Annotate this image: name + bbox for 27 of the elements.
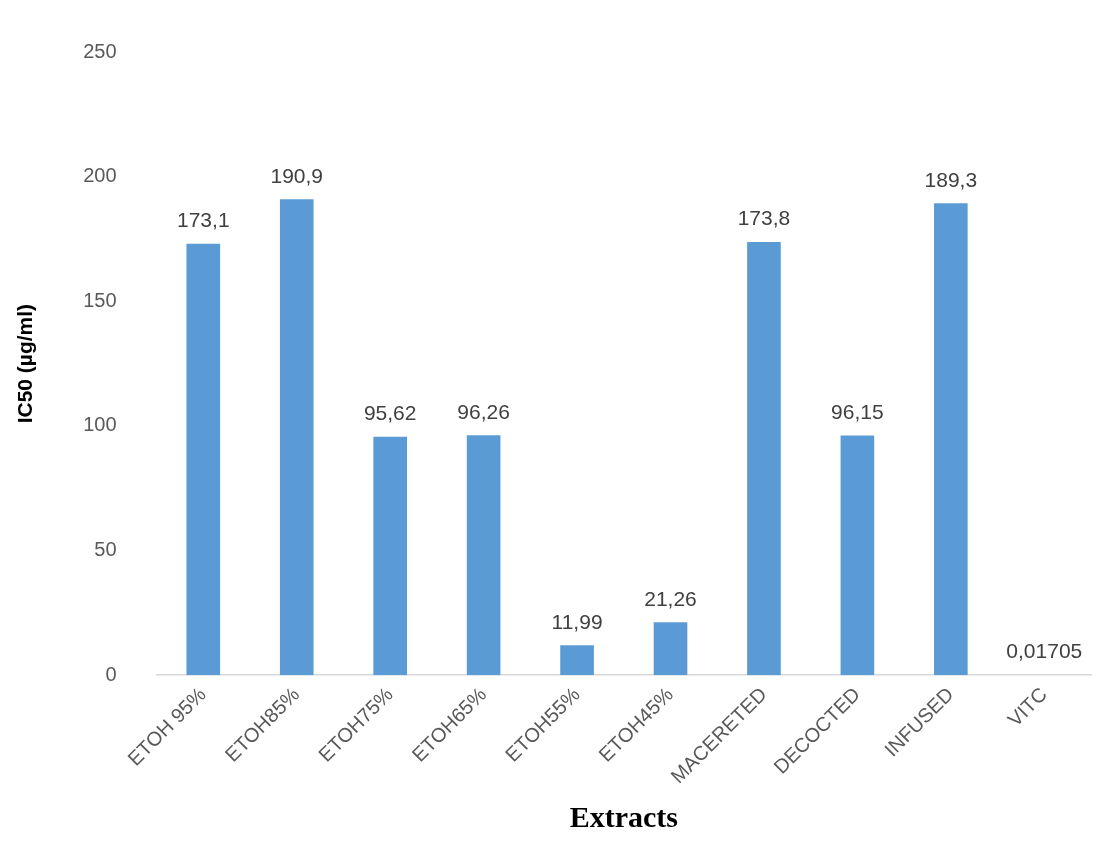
bar <box>279 199 314 676</box>
y-tick-label: 150 <box>83 288 117 311</box>
data-label: 21,26 <box>644 586 697 610</box>
y-tick-label: 0 <box>105 662 117 685</box>
bar <box>466 435 501 676</box>
bar <box>373 436 407 676</box>
data-label: 173,1 <box>177 208 230 232</box>
data-label: 96,26 <box>457 399 510 423</box>
data-label: 95,62 <box>363 401 417 425</box>
y-tick-label: 200 <box>83 164 117 187</box>
y-tick-label: 100 <box>83 413 117 436</box>
data-label: 173,8 <box>737 206 791 230</box>
data-label: 11,99 <box>551 609 603 633</box>
y-axis-title: IC50 (µg/ml) <box>13 303 37 424</box>
bar <box>747 241 781 676</box>
x-axis-title: Extracts <box>569 799 678 833</box>
y-tick-label: 50 <box>94 538 117 561</box>
data-label: 96,15 <box>831 399 884 423</box>
data-label: 189,3 <box>924 167 978 191</box>
bar <box>560 645 594 676</box>
bar <box>934 203 968 676</box>
data-label: 190,9 <box>270 163 324 187</box>
bar <box>653 622 688 676</box>
bar <box>186 243 221 676</box>
y-tick-label: 250 <box>83 39 117 62</box>
bar <box>840 435 875 676</box>
data-label: 0,01705 <box>1006 639 1083 663</box>
